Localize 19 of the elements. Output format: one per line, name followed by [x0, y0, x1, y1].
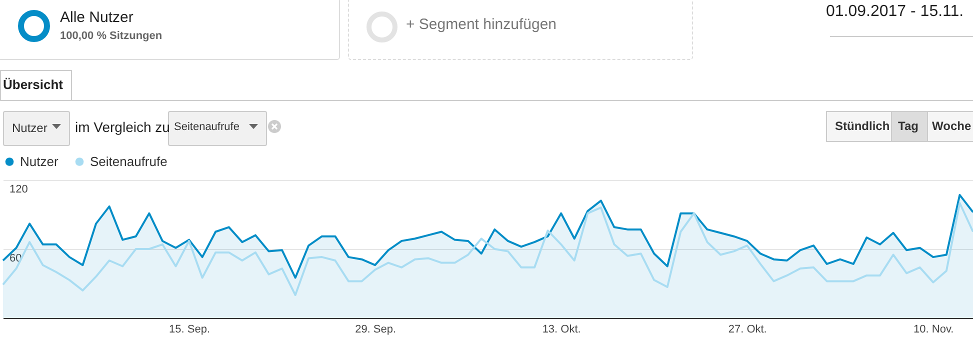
y-tick-label: 120: [10, 184, 28, 196]
text: 100,00 % Sitzungen: [60, 30, 162, 42]
legend-label: Seitenaufrufe: [90, 154, 168, 169]
text: Alle Nutzer: [60, 9, 134, 26]
text: Woche: [932, 119, 972, 133]
x-tick-label: 29. Sep.: [355, 324, 396, 336]
text: im Vergleich zu: [75, 119, 170, 135]
text: + Segment hinzufügen: [406, 16, 557, 33]
text: Übersicht: [3, 77, 63, 92]
text: Stündlich: [835, 119, 890, 133]
text: Nutzer: [12, 121, 48, 135]
text: 01.09.2017 - 15.11.: [826, 3, 964, 21]
legend-label: Nutzer: [20, 154, 59, 169]
x-tick-label: 10. Nov.: [914, 324, 954, 336]
x-tick-label: 15. Sep.: [169, 324, 210, 336]
x-tick-label: 13. Okt.: [542, 324, 581, 336]
x-tick-label: 27. Okt.: [728, 324, 767, 336]
text: Tag: [898, 119, 918, 133]
text: Seitenaufrufe: [174, 121, 240, 133]
